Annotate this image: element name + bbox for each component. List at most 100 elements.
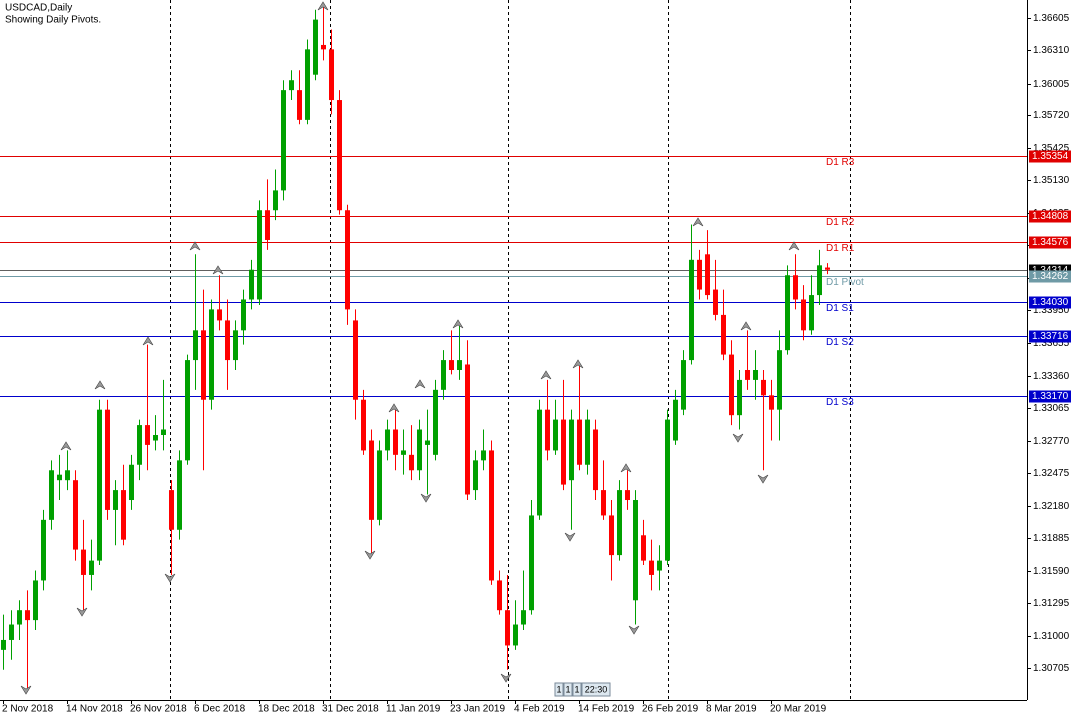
candle-body bbox=[625, 490, 630, 501]
candle-body bbox=[457, 360, 462, 370]
candle-body bbox=[657, 560, 662, 571]
y-tick-label: 1.36005 bbox=[1033, 79, 1070, 90]
candle-body bbox=[297, 90, 302, 120]
x-tick-label: 26 Feb 2019 bbox=[642, 704, 699, 715]
candle-body bbox=[137, 425, 142, 465]
status-box bbox=[563, 682, 573, 697]
candle-body bbox=[201, 330, 206, 400]
candle-body bbox=[281, 90, 286, 191]
fractal-arrow bbox=[20, 685, 32, 695]
y-tick-label: 1.33360 bbox=[1033, 371, 1070, 382]
axes bbox=[0, 0, 1031, 701]
y-tick-label: 1.32475 bbox=[1033, 468, 1070, 479]
level-value-label: 1.34576 bbox=[1032, 237, 1069, 248]
candle-body bbox=[113, 490, 118, 510]
candle-body bbox=[49, 470, 54, 520]
chart-title: USDCAD,Daily bbox=[5, 3, 72, 14]
candle-body bbox=[545, 409, 550, 451]
y-tick-label: 1.30705 bbox=[1033, 663, 1070, 674]
candle-body bbox=[745, 369, 750, 380]
candle-body bbox=[369, 440, 374, 520]
fractal-arrow bbox=[788, 241, 800, 251]
candle-body bbox=[761, 379, 766, 396]
candle-body bbox=[145, 425, 150, 445]
level-value-label: 1.33716 bbox=[1032, 331, 1069, 342]
candle-body bbox=[577, 419, 582, 465]
fractal-arrow bbox=[628, 625, 640, 635]
candle-body bbox=[801, 299, 806, 331]
fractal-arrow bbox=[142, 336, 154, 346]
candle-body bbox=[769, 395, 774, 410]
candle-body bbox=[713, 289, 718, 315]
candle-body bbox=[417, 429, 422, 471]
x-tick-label: 11 Jan 2019 bbox=[386, 704, 441, 715]
candle-body bbox=[25, 610, 30, 621]
candle-body bbox=[489, 450, 494, 581]
candle-body bbox=[593, 429, 598, 491]
candle-body bbox=[729, 354, 734, 416]
candle-body bbox=[217, 309, 222, 321]
candle-body bbox=[249, 269, 254, 300]
fractal-arrow bbox=[732, 433, 744, 443]
candle-body bbox=[633, 500, 638, 601]
candle-body bbox=[393, 429, 398, 455]
candle-body bbox=[537, 409, 542, 516]
status-text: 1 bbox=[574, 684, 579, 694]
x-tick-label: 4 Feb 2019 bbox=[514, 704, 565, 715]
candle-body bbox=[585, 419, 590, 465]
fractal-arrow bbox=[364, 550, 376, 560]
y-tick-label: 1.36310 bbox=[1033, 45, 1070, 56]
status-box bbox=[581, 682, 611, 697]
candle-body bbox=[337, 100, 342, 211]
candle-body bbox=[33, 580, 38, 621]
fractal-arrow bbox=[388, 403, 400, 413]
candle-body bbox=[433, 389, 438, 455]
y-tick-label: 1.31000 bbox=[1033, 631, 1070, 642]
candle-body bbox=[377, 450, 382, 520]
fractal-arrow bbox=[94, 380, 106, 390]
candle-body bbox=[425, 440, 430, 445]
candle-body bbox=[529, 515, 534, 611]
candle-body bbox=[649, 560, 654, 575]
candle-body bbox=[161, 429, 166, 436]
x-tick-label: 6 Dec 2018 bbox=[194, 704, 246, 715]
candle-body bbox=[233, 330, 238, 361]
fractal-arrow bbox=[414, 379, 426, 389]
y-tick-label: 1.35130 bbox=[1033, 175, 1070, 186]
level-name: D1 S3 bbox=[826, 397, 854, 408]
fractal-arrow bbox=[60, 441, 72, 451]
candle-body bbox=[505, 610, 510, 646]
candle-body bbox=[329, 49, 334, 101]
fractal-arrow bbox=[692, 217, 704, 227]
candle-body bbox=[385, 429, 390, 451]
candle-body bbox=[513, 624, 518, 646]
candle-body bbox=[345, 210, 350, 310]
candle-body bbox=[481, 450, 486, 461]
candle-body bbox=[209, 309, 214, 400]
candle-body bbox=[785, 275, 790, 351]
x-tick-label: 26 Nov 2018 bbox=[130, 704, 187, 715]
x-tick-label: 31 Dec 2018 bbox=[322, 704, 379, 715]
candle-body bbox=[41, 519, 46, 581]
candle-body bbox=[9, 624, 14, 640]
candle-body bbox=[177, 460, 182, 530]
candle-body bbox=[697, 259, 702, 290]
candle-body bbox=[681, 360, 686, 410]
candle-body bbox=[361, 399, 366, 451]
candle-body bbox=[169, 490, 174, 530]
candle-body bbox=[257, 210, 262, 300]
candle-body bbox=[73, 480, 78, 550]
candle-body bbox=[273, 190, 278, 211]
fractal-arrow bbox=[164, 573, 176, 583]
status-text: 22:30 bbox=[585, 684, 608, 694]
candle-body bbox=[185, 360, 190, 461]
candle-body bbox=[305, 49, 310, 120]
candle-body bbox=[689, 259, 694, 361]
candle-body bbox=[409, 454, 414, 471]
level-value-box bbox=[1029, 390, 1071, 403]
candle-body bbox=[57, 474, 62, 481]
candle-body bbox=[313, 19, 318, 75]
